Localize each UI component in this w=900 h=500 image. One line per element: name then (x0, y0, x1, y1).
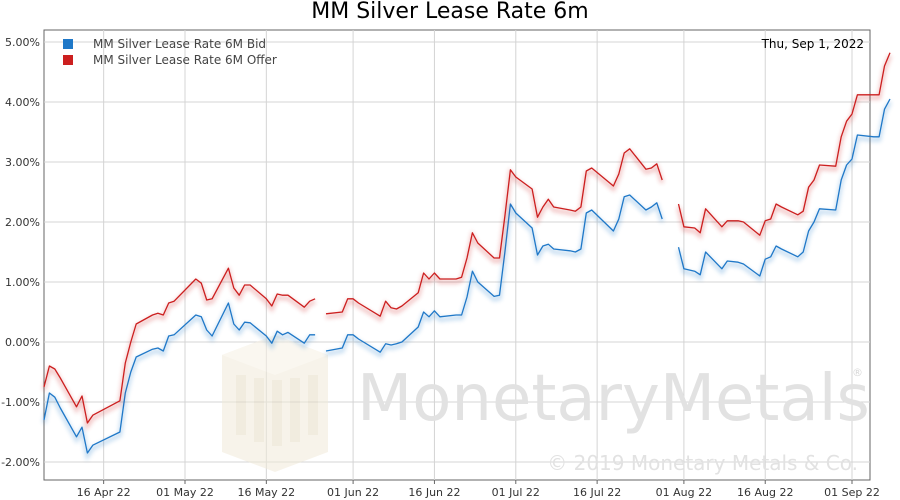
y-tick-label: -1.00% (1, 396, 40, 409)
series-layer (42, 52, 892, 461)
series-offer-line (43, 267, 316, 424)
legend-label-bid: MM Silver Lease Rate 6M Bid (93, 37, 266, 51)
series-bid (42, 98, 892, 461)
y-tick-label: 2.00% (5, 216, 40, 229)
y-tick-label: 1.00% (5, 276, 40, 289)
x-tick-label: 16 Jul 22 (573, 486, 621, 499)
x-tick-label: 16 Apr 22 (77, 486, 131, 499)
y-tick-label: -2.00% (1, 456, 40, 469)
series-offer-line (677, 52, 891, 236)
series-bid-line (43, 302, 316, 454)
x-tick-label: 01 Aug 22 (656, 486, 712, 499)
x-tick-label: 16 May 22 (237, 486, 295, 499)
x-tick-label: 16 Jun 22 (408, 486, 460, 499)
series-offer-shadow (676, 55, 892, 242)
watermark-brand: MonetaryMetals (357, 362, 870, 436)
series-offer-line (325, 148, 663, 317)
watermark-registered: ® (852, 366, 863, 379)
date-label: Thu, Sep 1, 2022 (761, 37, 864, 51)
series-bid-line (677, 98, 891, 277)
x-tick-label: 01 May 22 (156, 486, 214, 499)
y-tick-label: 0.00% (5, 336, 40, 349)
x-tick-label: 16 Aug 22 (737, 486, 793, 499)
series-bid-shadow (676, 101, 892, 283)
y-tick-label: 4.00% (5, 96, 40, 109)
series-offer-shadow (325, 149, 665, 323)
ingot-logo-icon (222, 335, 328, 472)
y-tick-label: 3.00% (5, 156, 40, 169)
y-axis-ticks: -2.00% -1.00% 0.00% 1.00% 2.00% 3.00% 4.00% 5.0… (1, 36, 40, 469)
x-tick-label: 01 Jun 22 (327, 486, 379, 499)
series-bid-shadow (325, 195, 665, 358)
gridlines (44, 30, 870, 480)
x-tick-label: 01 Jul 22 (492, 486, 540, 499)
watermark: MonetaryMetals ® © 2019 Monetary Metals … (222, 335, 870, 475)
legend-label-offer: MM Silver Lease Rate 6M Offer (93, 53, 277, 67)
legend: MM Silver Lease Rate 6M Bid MM Silver Le… (63, 37, 277, 67)
series-offer (42, 52, 892, 432)
plot-area (43, 29, 871, 481)
y-tick-label: 5.00% (5, 36, 40, 49)
chart-title: MM Silver Lease Rate 6m (311, 0, 588, 24)
x-axis-ticks: 16 Apr 22 01 May 22 16 May 22 01 Jun 22 16 J… (77, 480, 880, 499)
series-bid-line (325, 194, 663, 353)
watermark-copyright: © 2019 Monetary Metals & Co. (547, 451, 858, 475)
legend-swatch-bid (63, 39, 73, 49)
legend-swatch-offer (63, 55, 73, 65)
x-tick-label: 01 Sep 22 (824, 486, 880, 499)
